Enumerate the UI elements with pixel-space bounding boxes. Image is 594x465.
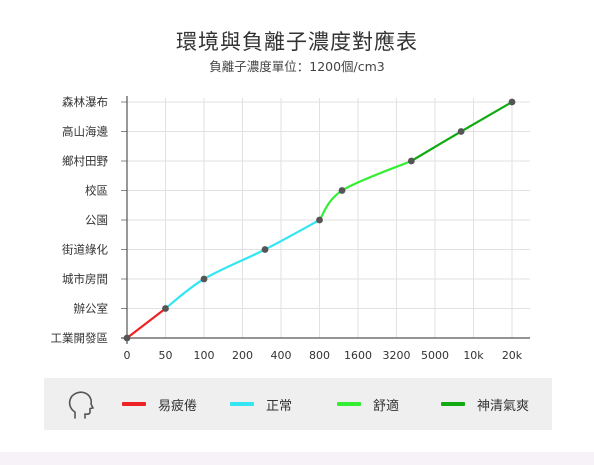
y-tick-label: 辦公室: [74, 302, 109, 316]
x-tick-label: 50: [159, 349, 173, 362]
data-point: [316, 216, 323, 224]
y-axis-labels: 工業開發區 辦公室 城市房間 街道綠化 公園 校區 鄉村田野 高山海邊 森林瀑布: [51, 95, 109, 345]
x-tick-label: 800: [309, 349, 330, 362]
line-chart: 工業開發區 辦公室 城市房間 街道綠化 公園 校區 鄉村田野 高山海邊 森林瀑布 0 50 100 2…: [51, 95, 530, 362]
x-axis-labels: 0 50 100 200 400 800 1600 3200 5000 10k 20k: [124, 349, 523, 362]
y-tick-label: 高山海邊: [62, 125, 108, 139]
x-tick-label: 0: [124, 349, 131, 362]
y-tick-label: 森林瀑布: [62, 95, 108, 109]
series-points: [123, 98, 516, 342]
x-tick-label: 400: [271, 349, 292, 362]
chart-subtitle: 負離子濃度單位：1200個/cm3: [209, 59, 385, 74]
legend-item: 正常: [230, 378, 292, 430]
legend-swatch: [337, 402, 361, 406]
x-tick-label: 100: [194, 349, 215, 362]
y-tick-label: 校區: [85, 184, 108, 198]
chart-axes: [121, 96, 530, 344]
x-tick-label: 3200: [383, 349, 411, 362]
legend: 易疲倦 正常 舒適 神清氣爽: [44, 378, 552, 430]
data-point: [508, 98, 516, 106]
data-point: [457, 128, 465, 135]
bottom-strip: [0, 452, 594, 465]
data-point: [162, 305, 169, 312]
x-tick-label: 5000: [421, 349, 449, 362]
series-line-1: [164, 218, 321, 310]
data-point: [407, 157, 415, 165]
data-point: [261, 246, 269, 253]
legend-item: 神清氣爽: [441, 378, 529, 430]
head-profile-icon: [68, 391, 94, 419]
chart-title: 環境與負離子濃度對應表: [176, 30, 418, 54]
legend-item: 舒適: [337, 378, 399, 430]
legend-swatch: [441, 402, 465, 406]
x-tick-label: 20k: [502, 349, 523, 362]
x-tick-label: 1600: [344, 349, 372, 362]
y-tick-label: 城市房間: [62, 272, 108, 286]
legend-item: 易疲倦: [122, 378, 197, 430]
legend-label: 易疲倦: [158, 398, 198, 414]
legend-swatch: [230, 402, 254, 406]
y-tick-label: 鄉村田野: [62, 154, 108, 168]
data-point: [338, 187, 346, 194]
legend-label: 神清氣爽: [477, 398, 530, 414]
x-tick-label: 200: [232, 349, 253, 362]
legend-label: 正常: [266, 398, 293, 414]
series-line-0: [125, 307, 167, 340]
data-point: [200, 275, 208, 283]
legend-label: 舒適: [373, 398, 400, 414]
legend-swatch: [122, 402, 146, 406]
y-tick-label: 街道綠化: [62, 243, 108, 257]
data-point: [123, 334, 131, 342]
y-tick-label: 工業開發區: [51, 331, 109, 345]
y-tick-label: 公園: [85, 213, 108, 227]
x-tick-label: 10k: [463, 349, 484, 362]
chart-grid: [127, 98, 530, 338]
